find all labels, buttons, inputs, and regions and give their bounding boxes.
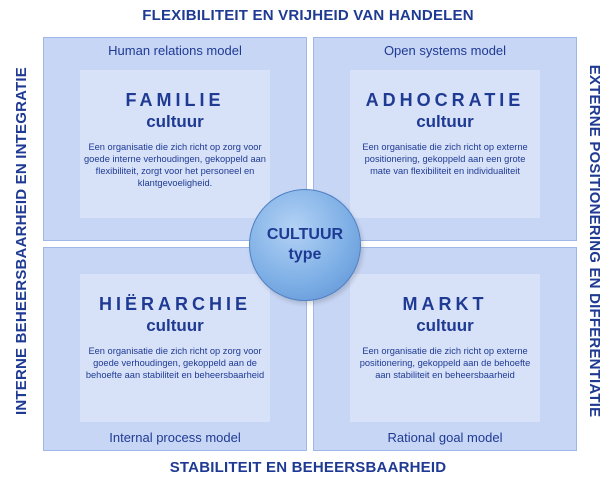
quadrant-adhocratie: Open systems model ADHOCRATIE cultuur Ee… xyxy=(313,37,577,241)
center-title: CULTUUR xyxy=(266,226,344,243)
culture-name: ADHOCRATIE xyxy=(365,90,525,110)
model-label: Rational goal model xyxy=(387,430,503,445)
quadrant-hierarchie: HIËRARCHIE cultuur Een organisatie die z… xyxy=(43,247,307,451)
culture-name: HIËRARCHIE xyxy=(98,294,251,314)
culture-description: Een organisatie die zich richt op zorg v… xyxy=(85,346,265,380)
culture-name: MARKT xyxy=(402,294,488,314)
culture-subtitle: cultuur xyxy=(146,316,204,335)
axis-label-bottom: STABILITEIT EN BEHEERSBAARHEID xyxy=(169,459,447,476)
model-label: Internal process model xyxy=(109,430,241,445)
culture-box: MARKT cultuur Een organisatie die zich r… xyxy=(350,274,540,422)
axis-label-left: INTERNE BEHEERSBAARHEID EN INTEGRATIE xyxy=(13,67,30,415)
axis-label-right: EXTERNE POSITIONERING EN DIFFERENTIATIE xyxy=(586,64,603,418)
quadrant-familie: Human relations model FAMILIE cultuur Ee… xyxy=(43,37,307,241)
culture-description: Een organisatie die zich richt op extern… xyxy=(359,346,531,380)
model-label: Open systems model xyxy=(383,43,507,58)
quadrant-markt: MARKT cultuur Een organisatie die zich r… xyxy=(313,247,577,451)
culture-subtitle: cultuur xyxy=(416,316,474,335)
culture-description: Een organisatie die zich richt op zorg v… xyxy=(84,142,266,188)
culture-subtitle: cultuur xyxy=(146,112,204,131)
center-circle: CULTUUR type xyxy=(249,189,361,301)
axis-label-top: FLEXIBILITEIT EN VRIJHEID VAN HANDELEN xyxy=(142,7,474,24)
center-subtitle: type xyxy=(288,246,322,263)
culture-description: Een organisatie die zich richt op extern… xyxy=(362,142,528,176)
culture-box: HIËRARCHIE cultuur Een organisatie die z… xyxy=(80,274,270,422)
model-label: Human relations model xyxy=(108,43,242,58)
culture-name: FAMILIE xyxy=(125,90,225,110)
culture-subtitle: cultuur xyxy=(416,112,474,131)
culture-box: ADHOCRATIE cultuur Een organisatie die z… xyxy=(350,70,540,218)
culture-box: FAMILIE cultuur Een organisatie die zich… xyxy=(80,70,270,218)
